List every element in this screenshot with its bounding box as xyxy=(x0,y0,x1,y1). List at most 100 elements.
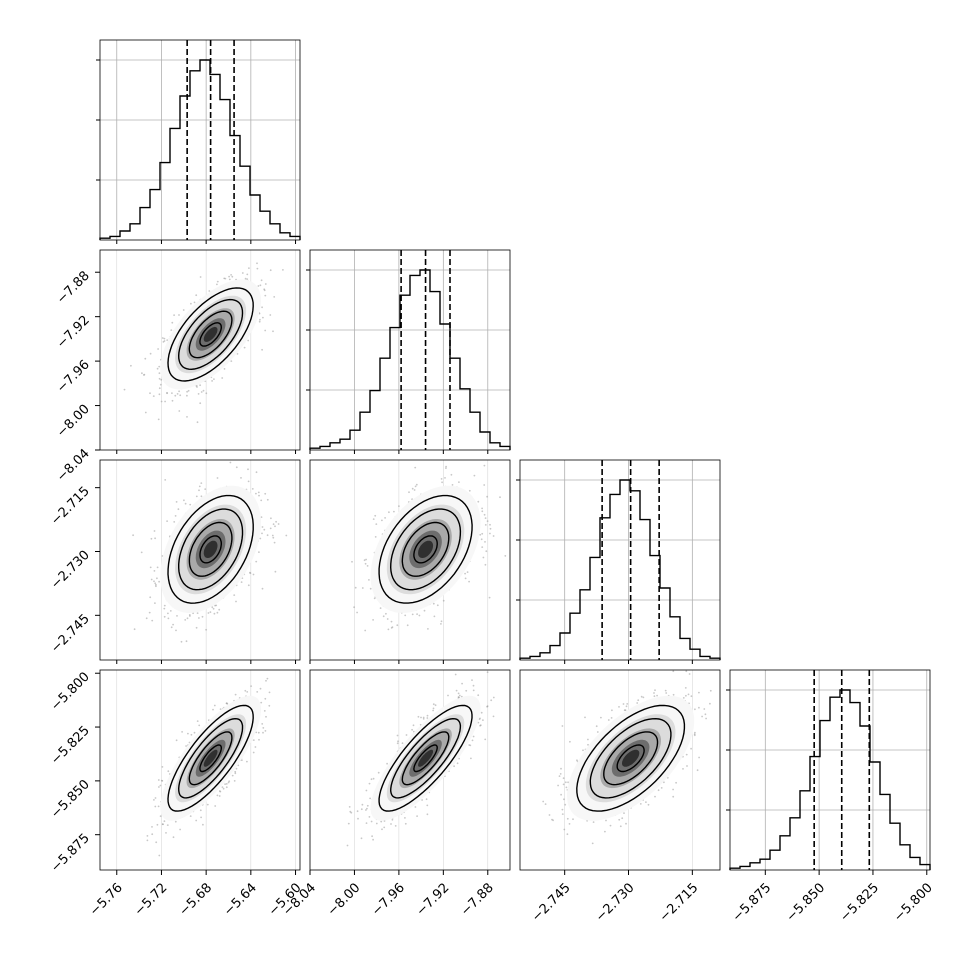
scatter-point xyxy=(261,306,263,309)
scatter-point xyxy=(198,617,200,619)
panel-frame xyxy=(99,39,301,241)
scatter-point xyxy=(370,820,373,823)
scatter-point xyxy=(161,337,164,339)
scatter-point xyxy=(274,570,277,573)
scatter-point xyxy=(198,724,201,727)
panel-frame xyxy=(309,459,511,661)
scatter-point xyxy=(445,465,447,468)
scatter-point xyxy=(222,787,225,790)
contour-line xyxy=(167,287,254,382)
scatter-point xyxy=(372,838,374,841)
scatter-panel-3-1 xyxy=(309,669,516,871)
scatter-point xyxy=(228,278,231,281)
scatter-point xyxy=(153,530,156,532)
scatter-point xyxy=(157,418,160,421)
scatter-point xyxy=(230,274,233,276)
density-level xyxy=(203,540,218,558)
scatter-point xyxy=(198,485,201,488)
scatter-point xyxy=(156,367,159,370)
scatter-point xyxy=(416,613,418,615)
scatter-point xyxy=(215,604,218,607)
scatter-point xyxy=(368,816,371,818)
scatter-point xyxy=(180,640,183,643)
scatter-point xyxy=(187,732,189,735)
scatter-point xyxy=(386,762,388,765)
scatter-point xyxy=(190,733,193,736)
scatter-point xyxy=(200,482,203,484)
scatter-point xyxy=(422,716,425,719)
scatter-point xyxy=(174,515,177,517)
scatter-point xyxy=(237,764,240,767)
scatter-point xyxy=(369,797,371,800)
scatter-point xyxy=(484,524,487,526)
scatter-point xyxy=(202,823,204,826)
scatter-point xyxy=(440,478,443,480)
scatter-point xyxy=(151,826,153,828)
scatter-point xyxy=(260,499,263,502)
scatter-point xyxy=(264,697,267,700)
scatter-point xyxy=(154,602,156,604)
scatter-point xyxy=(275,520,277,523)
scatter-point xyxy=(199,809,202,812)
scatter-point xyxy=(170,626,173,629)
scatter-point xyxy=(181,731,184,733)
scatter-point xyxy=(350,811,353,814)
scatter-point xyxy=(154,805,157,808)
panel-frame xyxy=(99,669,301,871)
scatter-point xyxy=(212,708,214,711)
scatter-point xyxy=(189,503,192,506)
scatter-point xyxy=(262,727,265,729)
scatter-point xyxy=(200,495,203,498)
scatter-point xyxy=(466,571,469,573)
scatter-point xyxy=(436,604,439,607)
scatter-point xyxy=(258,320,261,323)
scatter-point xyxy=(481,507,483,510)
scatter-point xyxy=(221,786,224,788)
scatter-panel-3-0 xyxy=(99,669,301,871)
scatter-point xyxy=(273,296,276,298)
scatter-point xyxy=(260,279,263,282)
scatter-point xyxy=(156,577,158,580)
scatter-point xyxy=(404,614,407,617)
hist-panel-0 xyxy=(96,39,301,241)
scatter-point xyxy=(266,677,269,680)
contour-line xyxy=(177,717,244,799)
scatter-point xyxy=(164,479,167,481)
scatter-point xyxy=(231,275,234,278)
scatter-point xyxy=(464,577,467,580)
scatter-point xyxy=(258,551,260,553)
scatter-point xyxy=(158,377,161,380)
scatter-point xyxy=(201,615,204,618)
scatter-point xyxy=(178,390,181,393)
scatter-point xyxy=(233,780,236,782)
scatter-point xyxy=(381,519,383,522)
scatter-point xyxy=(257,491,260,494)
scatter-point xyxy=(167,617,170,620)
scatter-point xyxy=(246,691,249,693)
scatter-point xyxy=(432,707,435,710)
scatter-point xyxy=(146,835,149,837)
contour-line xyxy=(413,535,438,564)
scatter-point xyxy=(219,708,222,710)
scatter-point xyxy=(162,823,164,826)
contour-line xyxy=(199,535,222,564)
scatter-point xyxy=(221,377,224,379)
scatter-point xyxy=(186,390,189,393)
scatter-point xyxy=(413,489,416,491)
scatter-point xyxy=(514,671,516,673)
scatter-point xyxy=(263,528,266,531)
scatter-point xyxy=(193,301,196,304)
scatter-point xyxy=(184,619,187,621)
scatter-point xyxy=(243,346,246,349)
scatter-point xyxy=(175,629,177,632)
scatter-point xyxy=(225,786,228,789)
scatter-point xyxy=(264,283,267,285)
scatter-point xyxy=(248,267,250,269)
scatter-point xyxy=(272,523,275,526)
scatter-point xyxy=(258,494,260,497)
scatter-point xyxy=(486,520,489,522)
scatter-point xyxy=(163,604,166,607)
scatter-point xyxy=(241,759,243,761)
scatter-point xyxy=(374,536,377,538)
scatter-point xyxy=(404,822,407,825)
